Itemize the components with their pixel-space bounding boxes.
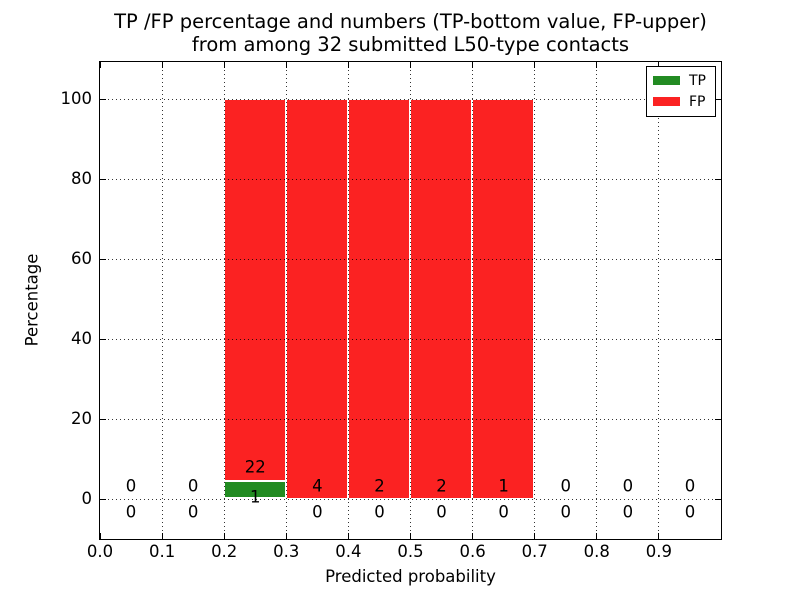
fp-count-label: 22 bbox=[244, 457, 266, 477]
tick-mark bbox=[714, 418, 721, 420]
y-tick-label: 60 bbox=[71, 249, 92, 268]
tick-mark bbox=[534, 532, 536, 539]
tick-mark bbox=[99, 418, 106, 420]
x-tick-label: 0.5 bbox=[397, 542, 424, 561]
tick-mark bbox=[720, 532, 722, 539]
x-tick-label: 0.7 bbox=[521, 542, 548, 561]
y-tick-label: 100 bbox=[60, 89, 93, 108]
x-tick-label: 0.0 bbox=[86, 542, 114, 561]
legend-label-tp: TP bbox=[689, 72, 706, 89]
fp-count-label: 0 bbox=[622, 476, 634, 496]
chart-title-line1: TP /FP percentage and numbers (TP-bottom… bbox=[114, 10, 707, 33]
fp-count-label: 2 bbox=[436, 476, 447, 496]
gridline-v bbox=[534, 61, 536, 539]
x-tick-label: 0.1 bbox=[148, 542, 176, 561]
tp-count-label: 0 bbox=[312, 502, 323, 522]
tick-mark bbox=[161, 61, 163, 68]
fp-count-label: 0 bbox=[684, 476, 696, 496]
tick-mark bbox=[223, 61, 225, 68]
gridline-v bbox=[410, 61, 411, 539]
tick-mark bbox=[99, 338, 106, 340]
legend-label-fp: FP bbox=[689, 93, 706, 110]
x-tick-label: 0.6 bbox=[459, 542, 486, 561]
bar-fp-segment bbox=[223, 98, 286, 482]
x-tick-label: 0.8 bbox=[583, 542, 610, 561]
tick-mark bbox=[596, 532, 598, 539]
x-tick-label: 0.2 bbox=[211, 542, 238, 561]
tp-count-label: 1 bbox=[250, 487, 261, 507]
tick-mark bbox=[720, 61, 722, 68]
tick-mark bbox=[714, 178, 721, 180]
tick-mark bbox=[658, 532, 660, 539]
y-tick-label: 80 bbox=[71, 169, 92, 188]
tick-mark bbox=[410, 61, 411, 68]
tick-mark bbox=[99, 61, 101, 68]
tp-count-label: 0 bbox=[125, 502, 137, 522]
gridline-v bbox=[347, 61, 349, 539]
tick-mark bbox=[714, 498, 721, 500]
bar-fp-segment bbox=[472, 98, 535, 499]
y-tick-label: 40 bbox=[71, 329, 92, 348]
gridline-v bbox=[472, 61, 474, 539]
tick-mark bbox=[99, 258, 106, 260]
fp-color-swatch bbox=[653, 97, 680, 106]
gridline-v bbox=[596, 61, 598, 539]
x-tick-label: 0.4 bbox=[335, 542, 362, 561]
fp-count-label: 0 bbox=[187, 476, 199, 496]
plot-area bbox=[98, 60, 722, 540]
legend-item-tp: TP bbox=[647, 70, 715, 91]
tp-count-label: 0 bbox=[187, 502, 199, 522]
tp-count-label: 0 bbox=[498, 502, 509, 522]
tick-mark bbox=[223, 532, 225, 539]
tick-mark bbox=[99, 532, 101, 539]
tick-mark bbox=[596, 61, 598, 68]
legend-item-fp: FP bbox=[647, 91, 715, 112]
tick-mark bbox=[714, 338, 721, 340]
x-tick-label: 0.9 bbox=[645, 542, 673, 561]
chart-title-line2: from among 32 submitted L50-type contact… bbox=[191, 33, 630, 56]
y-tick-label: 20 bbox=[71, 409, 92, 428]
gridline-v bbox=[161, 61, 163, 539]
tick-mark bbox=[472, 61, 474, 68]
tick-mark bbox=[99, 178, 106, 180]
tick-mark bbox=[347, 61, 349, 68]
y-tick-label: 0 bbox=[81, 489, 93, 508]
tp-count-label: 0 bbox=[622, 502, 634, 522]
tick-mark bbox=[99, 498, 106, 500]
tick-mark bbox=[472, 532, 474, 539]
bar-fp-segment bbox=[285, 98, 348, 499]
tp-count-label: 0 bbox=[560, 502, 572, 522]
legend: TP FP bbox=[646, 66, 716, 117]
gridline-v bbox=[658, 61, 660, 539]
fp-count-label: 1 bbox=[498, 476, 509, 496]
tick-mark bbox=[347, 532, 349, 539]
tp-count-label: 0 bbox=[374, 502, 385, 522]
tick-mark bbox=[714, 258, 721, 260]
tick-mark bbox=[161, 532, 163, 539]
tick-mark bbox=[99, 98, 106, 100]
bar-fp-segment bbox=[347, 98, 410, 499]
x-tick-label: 0.3 bbox=[273, 542, 300, 561]
fp-count-label: 0 bbox=[560, 476, 572, 496]
tp-count-label: 0 bbox=[684, 502, 696, 522]
gridline-v bbox=[223, 61, 225, 539]
tick-mark bbox=[410, 532, 411, 539]
tick-mark bbox=[714, 98, 721, 100]
gridline-v bbox=[285, 61, 287, 539]
tick-mark bbox=[658, 61, 660, 68]
chart-title: TP /FP percentage and numbers (TP-bottom… bbox=[100, 10, 721, 56]
tp-count-label: 0 bbox=[436, 502, 447, 522]
x-axis-label: Predicted probability bbox=[325, 567, 496, 586]
bar-fp-segment bbox=[410, 98, 473, 499]
fp-count-label: 2 bbox=[374, 476, 385, 496]
tp-color-swatch bbox=[653, 76, 680, 85]
fp-count-label: 0 bbox=[125, 476, 137, 496]
fp-count-label: 4 bbox=[312, 476, 323, 496]
tick-mark bbox=[285, 532, 287, 539]
tick-mark bbox=[285, 61, 287, 68]
tick-mark bbox=[534, 61, 536, 68]
